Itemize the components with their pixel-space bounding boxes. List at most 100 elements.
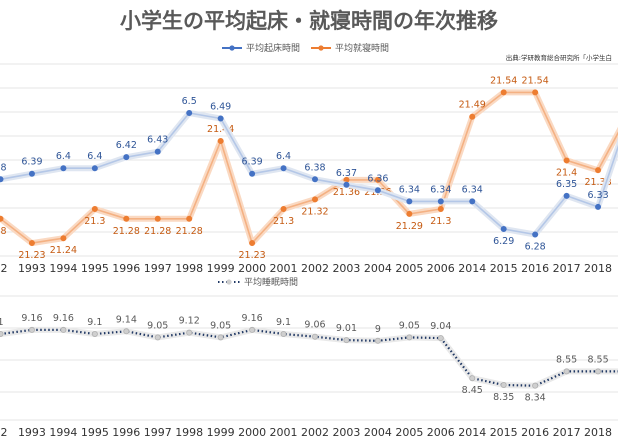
bed-series-point bbox=[123, 215, 130, 222]
legend-wake-label: 平均起床時間 bbox=[246, 42, 300, 54]
x-tick-label: 2005 bbox=[395, 426, 423, 439]
bed-series-data-label: 21.54 bbox=[522, 75, 549, 86]
bed-series-data-label: 21.28 bbox=[176, 226, 203, 237]
x-tick-label: 2017 bbox=[553, 426, 581, 439]
sleep-series-point bbox=[0, 331, 4, 337]
sleep-series-data-label: 8.35 bbox=[493, 392, 514, 403]
x-tick-label: 1999 bbox=[207, 426, 235, 439]
wake-series-point bbox=[217, 115, 224, 122]
bed-series-point bbox=[437, 206, 444, 213]
x-tick-label: 1994 bbox=[49, 262, 77, 275]
bed-series-data-label: 21.3 bbox=[273, 216, 294, 227]
wake-series-data-label: 6.34 bbox=[430, 184, 451, 195]
sleep-series-point bbox=[563, 368, 570, 375]
x-tick-label: 2005 bbox=[395, 262, 423, 275]
bed-series-point bbox=[563, 157, 570, 164]
sleep-series-data-label: 8.34 bbox=[525, 393, 546, 404]
sleep-series-point bbox=[343, 337, 350, 344]
x-tick-label: 2004 bbox=[364, 426, 392, 439]
x-tick-label: 2018 bbox=[584, 426, 612, 439]
bed-series-data-label: 21.29 bbox=[396, 221, 423, 232]
sleep-series-line bbox=[0, 328, 618, 387]
sleep-series-data-label: 1 bbox=[0, 317, 4, 328]
bed-series-point bbox=[217, 137, 224, 144]
x-tick-label: 1997 bbox=[144, 426, 172, 439]
wake-series-point bbox=[280, 165, 287, 172]
legend-wake-marker bbox=[229, 45, 235, 51]
wake-series-data-label: 6.43 bbox=[147, 135, 168, 146]
bed-series-point bbox=[374, 176, 381, 183]
x-tick-label: 2004 bbox=[364, 262, 392, 275]
source-note: 出典:学研教育総合研究所「小学生白 bbox=[506, 53, 612, 62]
bed-series-data-label: 21.24 bbox=[50, 245, 77, 256]
wake-series-point bbox=[91, 165, 98, 172]
sleep-series-point bbox=[374, 337, 381, 344]
legend-top: 平均起床時間 平均就寝時間 bbox=[222, 42, 389, 54]
x-tick-label: 2016 bbox=[521, 262, 549, 275]
x-tick-label: 2001 bbox=[270, 426, 298, 439]
wake-series-point bbox=[500, 225, 507, 232]
sleep-series-point bbox=[595, 368, 602, 375]
bed-series-point bbox=[186, 215, 193, 222]
bed-series-data-label: 21.3 bbox=[84, 216, 105, 227]
sleep-series-point bbox=[60, 326, 67, 333]
sleep-series-data-label: 8.55 bbox=[556, 354, 577, 365]
legend-bed-marker bbox=[318, 45, 324, 51]
wake-series-point bbox=[437, 198, 444, 205]
bed-series-point bbox=[469, 113, 476, 120]
plot-bottom: 1 9.16 9.16 9.1 9.14 9.05 9.12 9.05 9.16 9.1 9.06 9… bbox=[0, 313, 618, 404]
x-tick-label: 92 bbox=[0, 262, 8, 275]
wake-series-point bbox=[154, 148, 161, 155]
sleep-series-data-label: 9.05 bbox=[399, 320, 420, 331]
wake-series-data-label: 6.38 bbox=[304, 162, 325, 173]
bed-series-point bbox=[91, 206, 98, 213]
bed-series-data-label: 21.54 bbox=[490, 75, 517, 86]
sleep-series-data-label: 8.55 bbox=[587, 354, 608, 365]
wake-series-point bbox=[60, 165, 67, 172]
sleep-series-data-label: 9.1 bbox=[276, 317, 291, 328]
x-tick-label: 1994 bbox=[49, 426, 77, 439]
bed-series-data-label: 21.36 bbox=[333, 187, 360, 198]
wake-series-data-label: 38 bbox=[0, 162, 7, 173]
wake-series-data-label: 6.42 bbox=[116, 140, 137, 151]
x-tick-label: 2014 bbox=[458, 262, 486, 275]
x-tick-label: 2014 bbox=[458, 426, 486, 439]
x-tick-label: 2002 bbox=[301, 426, 329, 439]
wake-series-data-label: 6.33 bbox=[587, 190, 608, 201]
x-tick-label: 2017 bbox=[553, 262, 581, 275]
x-tick-label: 2006 bbox=[427, 426, 455, 439]
sleep-series-point bbox=[469, 375, 476, 382]
sleep-series-data-label: 9.1 bbox=[87, 317, 102, 328]
sleep-series-data-label: 9.04 bbox=[430, 321, 451, 332]
x-tick-label: 2003 bbox=[332, 262, 360, 275]
x-tick-label: 2003 bbox=[332, 426, 360, 439]
wake-series-data-label: 6.36 bbox=[367, 173, 388, 184]
wake-series-data-label: 6.49 bbox=[210, 102, 231, 113]
wake-series-data-label: 6.29 bbox=[493, 236, 514, 247]
x-tick-label: 2016 bbox=[521, 426, 549, 439]
wake-series-point bbox=[406, 198, 413, 205]
x-tick-label: 92 bbox=[0, 426, 8, 439]
bed-series-point bbox=[60, 235, 67, 242]
x-tick-label: 1998 bbox=[175, 262, 203, 275]
sleep-series-point bbox=[28, 326, 35, 333]
wake-series-point bbox=[311, 176, 318, 183]
x-tick-label: 1993 bbox=[18, 426, 46, 439]
wake-series-point bbox=[595, 203, 602, 210]
wake-series-point bbox=[374, 187, 381, 194]
bed-series-data-label: 21.23 bbox=[18, 250, 45, 261]
bed-series-point bbox=[311, 196, 318, 203]
wake-series-data-label: 6.28 bbox=[525, 241, 546, 252]
x-tick-label: 1996 bbox=[112, 262, 140, 275]
sleep-series-point bbox=[154, 334, 161, 341]
bed-series-point bbox=[28, 240, 35, 247]
legend-bottom: 平均睡眠時間 bbox=[218, 276, 298, 288]
plot-top: 28 21.23 21.24 21.3 21.28 21.28 21.28 21.44 21.2… bbox=[0, 75, 618, 261]
wake-series-data-label: 6.4 bbox=[87, 151, 102, 162]
x-tick-label: 2006 bbox=[427, 262, 455, 275]
bed-series-data-label: 21.44 bbox=[207, 124, 234, 135]
grid-bottom bbox=[0, 295, 618, 421]
x-tick-label: 1993 bbox=[18, 262, 46, 275]
bed-series-point bbox=[595, 167, 602, 174]
legend-sleep-marker bbox=[226, 279, 232, 285]
